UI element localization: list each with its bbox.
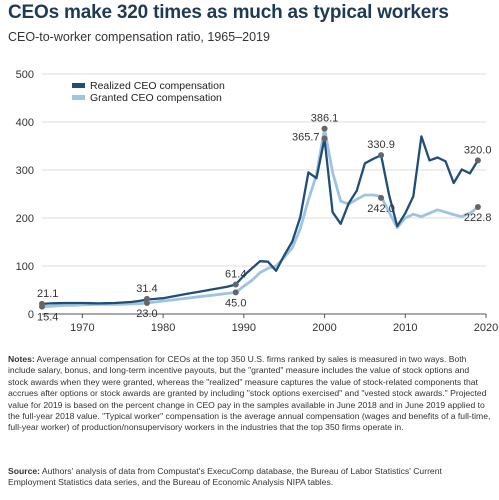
data-label: 365.7: [292, 131, 320, 143]
notes-text: Average annual compensation for CEOs at …: [8, 354, 491, 433]
y-tick-label: 300: [16, 165, 34, 177]
y-tick-label: 500: [16, 69, 34, 81]
notes-label: Notes:: [8, 354, 35, 364]
series-lines: [41, 127, 479, 308]
data-labels: 21.1 15.4 31.4 23.0 61.4 45.0 365.7 386.1 330.9 2…: [37, 113, 491, 324]
y-tick-label: 400: [16, 117, 34, 129]
data-label: 386.1: [311, 113, 339, 125]
data-point-marker: [232, 281, 239, 288]
source-block: Source: Authors' analysis of data from C…: [8, 466, 491, 489]
data-label: 45.0: [225, 297, 246, 309]
x-tick-label: 1990: [232, 322, 256, 334]
data-point-marker: [321, 125, 328, 132]
data-point-marker: [378, 194, 385, 201]
data-label: 23.0: [136, 308, 157, 320]
source-label: Source:: [8, 466, 40, 476]
series-line-granted: [41, 127, 479, 308]
x-tick-label: 2010: [393, 322, 417, 334]
data-markers: [39, 125, 481, 310]
notes-block: Notes: Average annual compensation for C…: [8, 354, 491, 434]
x-tick-label: 1970: [70, 322, 94, 334]
x-tick-label: 1980: [151, 322, 175, 334]
data-point-marker: [39, 303, 45, 310]
data-label: 15.4: [37, 312, 58, 324]
data-label: 242.0: [367, 203, 395, 215]
y-tick-label: 100: [16, 261, 34, 273]
data-label: 21.1: [37, 288, 58, 300]
data-label: 61.4: [225, 269, 246, 281]
data-point-marker: [474, 204, 481, 211]
x-tick-label: 2000: [312, 322, 336, 334]
legend-swatch: [72, 95, 85, 100]
data-label: 320.0: [464, 144, 492, 156]
data-label: 222.8: [464, 212, 492, 224]
data-point-marker: [143, 299, 150, 306]
data-label: 31.4: [136, 283, 157, 295]
data-point-marker: [321, 135, 328, 142]
grid-lines: [42, 73, 486, 267]
y-tick-label: 0: [28, 309, 34, 321]
data-label: 330.9: [367, 139, 395, 151]
data-point-marker: [232, 289, 239, 296]
source-text: Authors' analysis of data from Compustat…: [8, 466, 442, 488]
data-point-marker: [474, 157, 481, 164]
chart-title: CEOs make 320 times as much as typical w…: [8, 2, 449, 23]
series-line-realized: [41, 135, 479, 306]
data-point-marker: [378, 152, 385, 159]
y-tick-label: 200: [16, 213, 34, 225]
axes: 0 100 200 300 400 500 1970 1980 1990 2000 2010 2020: [16, 69, 499, 334]
legend-label: Realized CEO compensation: [90, 80, 225, 92]
line-chart: 0 100 200 300 400 500 1970 1980 1990 2000 2010 2020…: [16, 69, 499, 334]
x-tick-label: 2020: [474, 322, 498, 334]
legend-label: Granted CEO compensation: [90, 92, 222, 104]
legend-swatch: [72, 83, 85, 88]
chart-subtitle: CEO-to-worker compensation ratio, 1965–2…: [8, 30, 270, 44]
